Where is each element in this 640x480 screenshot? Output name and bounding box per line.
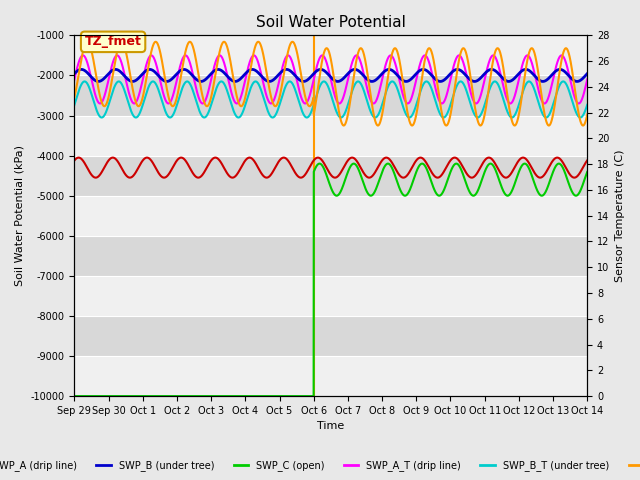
Bar <box>74 36 588 75</box>
Bar <box>74 156 588 196</box>
Bar <box>74 116 588 156</box>
Bar <box>74 75 588 116</box>
Y-axis label: Sensor Temperature (C): Sensor Temperature (C) <box>615 149 625 282</box>
Bar <box>74 316 588 356</box>
Title: Soil Water Potential: Soil Water Potential <box>256 15 406 30</box>
Text: TZ_fmet: TZ_fmet <box>84 36 141 48</box>
Bar <box>74 276 588 316</box>
X-axis label: Time: Time <box>317 421 344 432</box>
Y-axis label: Soil Water Potential (kPa): Soil Water Potential (kPa) <box>15 145 25 286</box>
Bar <box>74 236 588 276</box>
Bar <box>74 196 588 236</box>
Bar <box>74 356 588 396</box>
Legend: SWP_A (drip line), SWP_B (under tree), SWP_C (open), SWP_A_T (drip line), SWP_B_: SWP_A (drip line), SWP_B (under tree), S… <box>0 456 640 475</box>
